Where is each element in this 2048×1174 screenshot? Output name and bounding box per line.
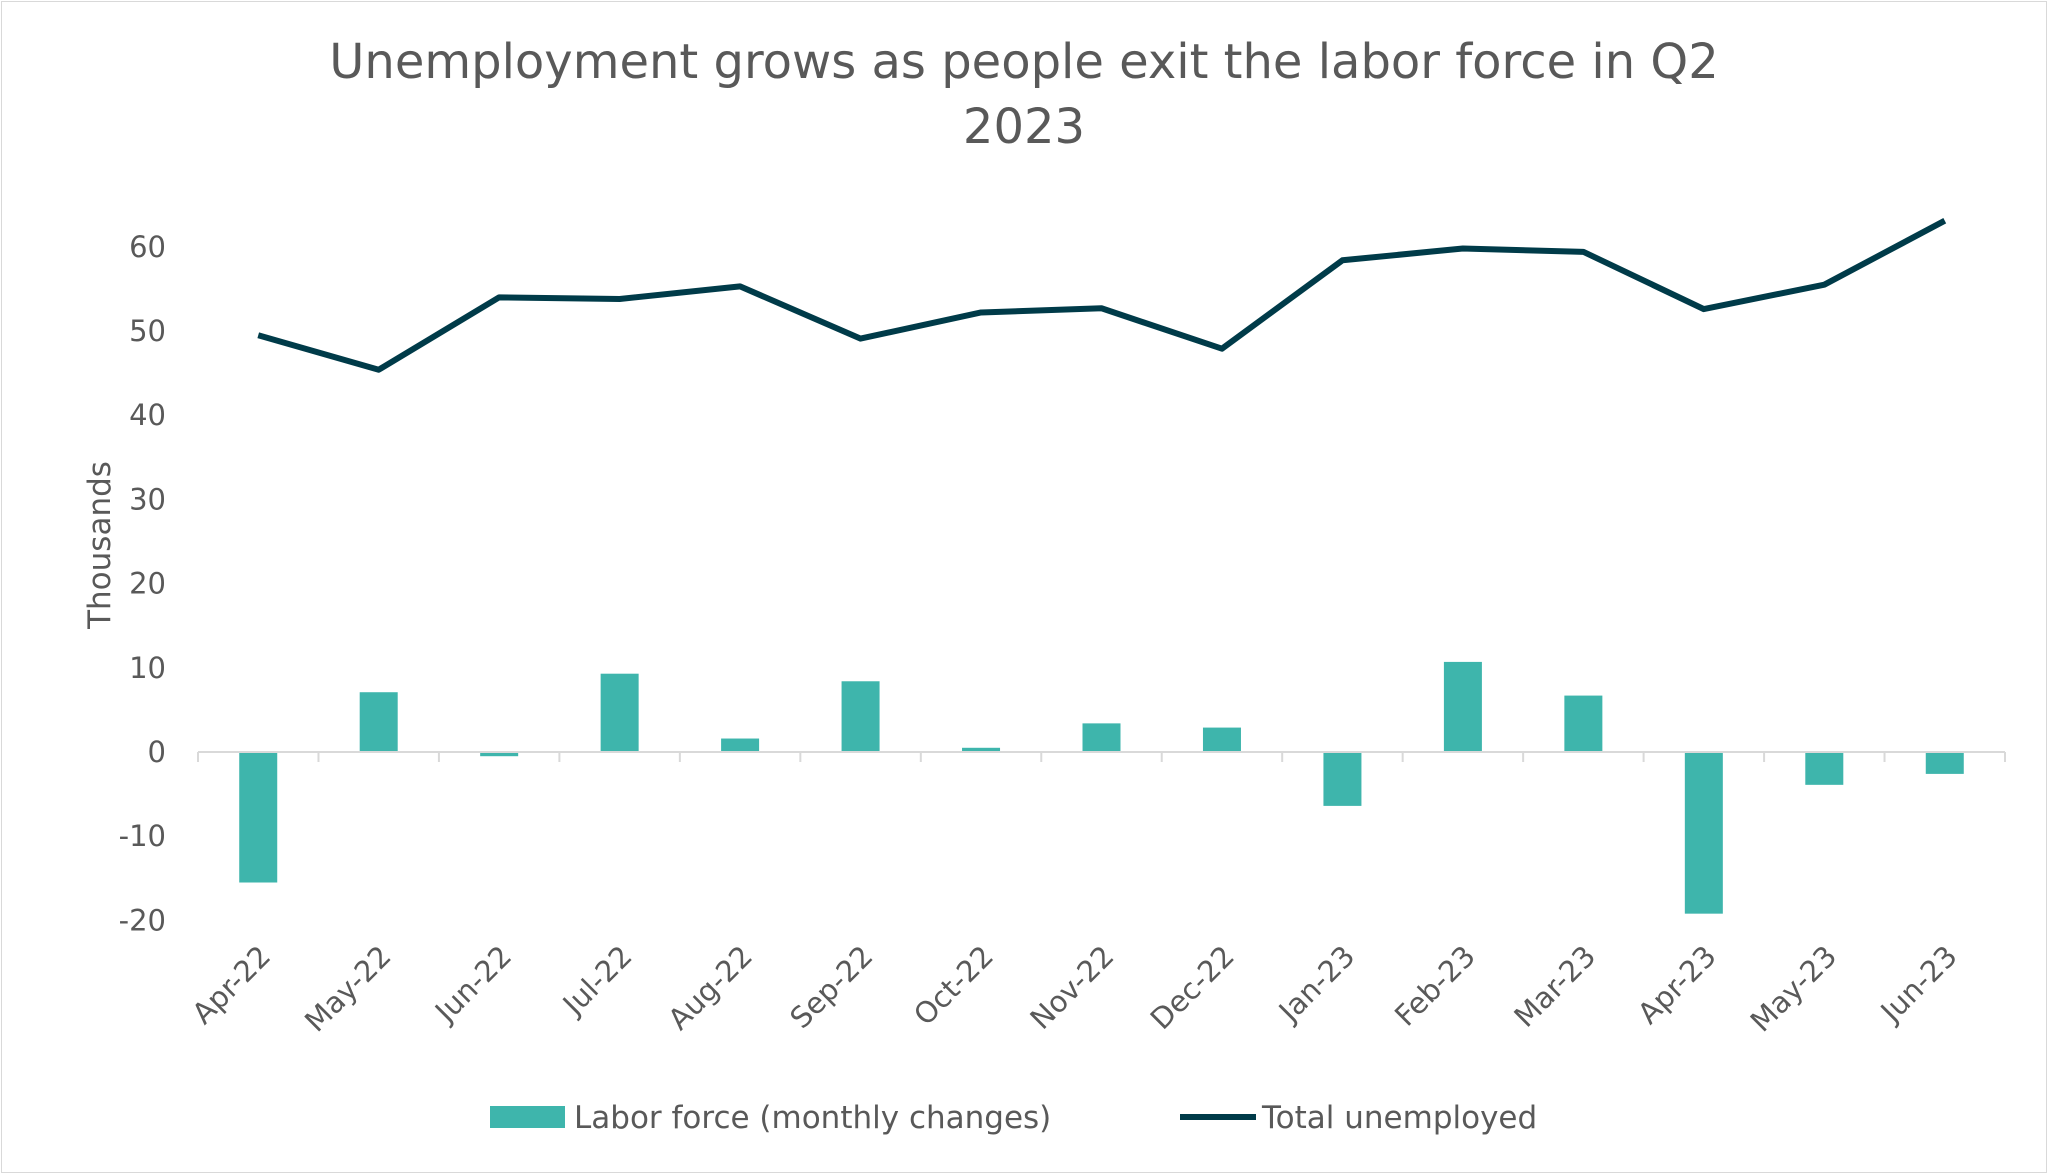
y-tick-label: 0 [148,735,166,769]
x-tick-label: Mar-23 [1507,939,1602,1034]
bar [239,752,278,883]
bar [1805,752,1844,785]
bar [359,692,398,752]
bar [1684,752,1723,914]
bar [1925,752,1964,774]
y-tick-label: 40 [129,398,166,432]
y-tick-label: 60 [129,230,166,264]
x-tick-label: Aug-22 [661,939,759,1037]
y-tick-label: -20 [119,903,166,937]
chart-title-line-1: Unemployment grows as people exit the la… [329,34,1718,90]
legend: Labor force (monthly changes) Total unem… [490,1100,1537,1136]
series-line-total-unemployed [257,218,1947,373]
x-tick-label: Dec-22 [1144,939,1241,1036]
x-tick-label: Feb-23 [1388,939,1482,1033]
bar [962,747,1001,752]
x-tick-label: Nov-22 [1023,939,1120,1036]
chart-title-line-2: 2023 [963,99,1085,155]
bar [841,681,880,752]
x-tick-label: Oct-22 [907,939,1000,1032]
x-tick-label: May-22 [298,939,398,1039]
x-tick-label: Jun-23 [1873,939,1964,1030]
x-tick-label: Apr-22 [185,939,277,1031]
bar [1323,752,1362,806]
x-tick-label: Jun-22 [427,939,518,1030]
x-tick-label: Apr-23 [1631,939,1723,1031]
bar [1564,695,1603,752]
x-tick-label: Sep-22 [783,939,879,1035]
bar [600,673,639,752]
x-tick-label: Jul-22 [555,939,639,1023]
bar [1443,661,1482,752]
y-tick-label: 30 [129,482,166,516]
legend-label-labor-force: Labor force (monthly changes) [574,1100,1051,1136]
legend-label-total-unemployed: Total unemployed [1261,1100,1537,1136]
legend-swatch-labor-force [490,1106,565,1128]
bar [480,752,519,757]
y-tick-label: -10 [119,819,166,853]
bar [1202,727,1241,752]
x-tick-label: May-23 [1744,939,1844,1039]
bar [1082,723,1121,752]
x-tick-label: Jan-23 [1271,939,1362,1030]
y-tick-label: 10 [129,651,166,685]
y-tick-label: 50 [129,314,166,348]
y-tick-label: 20 [129,567,166,601]
bar [721,738,760,752]
y-axis-label: Thousands [82,461,118,630]
